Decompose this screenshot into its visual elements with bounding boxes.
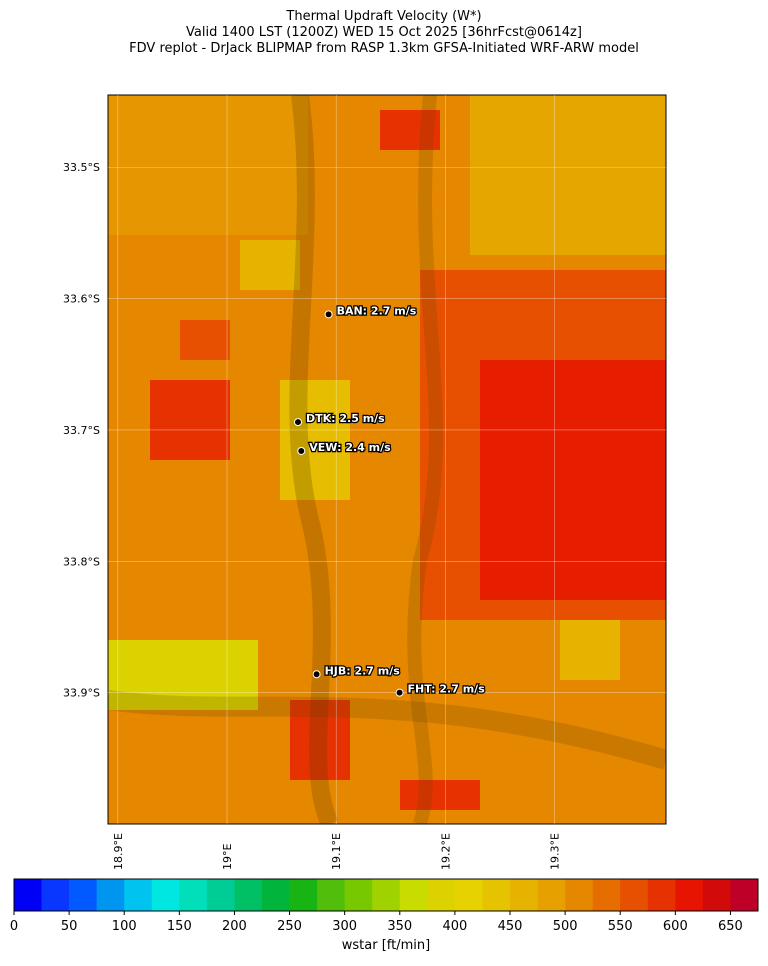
station-marker bbox=[395, 688, 404, 697]
title-line: FDV replot - DrJack BLIPMAP from RASP 1.… bbox=[129, 41, 639, 56]
colorbar-tick-label: 50 bbox=[61, 919, 78, 934]
station-label: DTK: 2.5 m/s bbox=[306, 412, 385, 425]
colorbar-tick-label: 250 bbox=[277, 919, 302, 934]
colorbar-segment bbox=[510, 879, 538, 911]
map-frame bbox=[107, 94, 667, 825]
colorbar-segment bbox=[96, 879, 125, 911]
colorbar-segment bbox=[344, 879, 373, 911]
colorbar-segment bbox=[234, 879, 263, 911]
lon-label: 19.1°E bbox=[330, 833, 343, 870]
map-field bbox=[108, 95, 666, 824]
station-marker bbox=[294, 418, 303, 427]
station-label: HJB: 2.7 m/s bbox=[325, 664, 401, 677]
station-label: VEW: 2.4 m/s bbox=[309, 441, 391, 454]
colorbar-tick-label: 100 bbox=[112, 919, 137, 934]
colorbar-segment bbox=[262, 879, 290, 911]
colorbar-segment bbox=[592, 879, 621, 911]
station-label: BAN: 2.7 m/s bbox=[337, 304, 417, 317]
colorbar-tick-label: 550 bbox=[608, 919, 633, 934]
colorbar-segment bbox=[482, 879, 511, 911]
lat-label: 33.7°S bbox=[63, 424, 100, 437]
colorbar-tick-label: 350 bbox=[387, 919, 412, 934]
colorbar-segment bbox=[647, 879, 676, 911]
lon-label: 19.2°E bbox=[439, 833, 452, 870]
colorbar-segment bbox=[702, 879, 731, 911]
colorbar-tick-label: 500 bbox=[553, 919, 578, 934]
lat-label: 33.8°S bbox=[63, 555, 100, 568]
colorbar-tick-label: 650 bbox=[718, 919, 743, 934]
colorbar-label: wstar [ft/min] bbox=[342, 938, 430, 953]
colorbar-segment bbox=[427, 879, 456, 911]
title-line: Thermal Updraft Velocity (W*) bbox=[285, 9, 481, 24]
colorbar-segment bbox=[372, 879, 401, 911]
colorbar-tick-label: 200 bbox=[222, 919, 247, 934]
lat-label: 33.6°S bbox=[63, 293, 100, 306]
colorbar-tick-label: 450 bbox=[498, 919, 523, 934]
colorbar-segment bbox=[730, 879, 759, 911]
colorbar-segment bbox=[675, 879, 704, 911]
colorbar-segment bbox=[289, 879, 318, 911]
colorbar-tick-label: 0 bbox=[10, 919, 18, 934]
lon-label: 19°E bbox=[221, 844, 234, 870]
colorbar-segment bbox=[317, 879, 345, 911]
colorbar-frame bbox=[13, 878, 759, 912]
colorbar-segment bbox=[565, 879, 593, 911]
lon-label: 19.3°E bbox=[549, 833, 562, 870]
colorbar-segment bbox=[151, 879, 180, 911]
colorbar-segment bbox=[620, 879, 649, 911]
colorbar-tick-label: 300 bbox=[332, 919, 357, 934]
colorbar-segment bbox=[14, 879, 42, 911]
lat-label: 33.5°S bbox=[63, 161, 100, 174]
colorbar-segment bbox=[454, 879, 483, 911]
lon-label: 18.9°E bbox=[112, 833, 125, 870]
colorbar-segment bbox=[69, 879, 97, 911]
station-label: FHT: 2.7 m/s bbox=[408, 683, 486, 696]
title-line: Valid 1400 LST (1200Z) WED 15 Oct 2025 [… bbox=[186, 25, 582, 40]
colorbar-segment bbox=[537, 879, 566, 911]
station-marker bbox=[297, 446, 306, 455]
colorbar-tick-label: 600 bbox=[663, 919, 688, 934]
colorbar-segment bbox=[206, 879, 235, 911]
station-marker bbox=[312, 670, 321, 679]
colorbar: 0 50 100 150 200 250 300 350 400 450 500 550 600 650 bbox=[10, 878, 759, 934]
colorbar-segment bbox=[399, 879, 428, 911]
station-marker bbox=[324, 310, 333, 319]
colorbar-segment bbox=[179, 879, 208, 911]
colorbar-tick-label: 400 bbox=[442, 919, 467, 934]
colorbar-tick-label: 150 bbox=[167, 919, 192, 934]
lat-label: 33.9°S bbox=[63, 687, 100, 700]
colorbar-segment bbox=[124, 879, 153, 911]
colorbar-segment bbox=[41, 879, 70, 911]
